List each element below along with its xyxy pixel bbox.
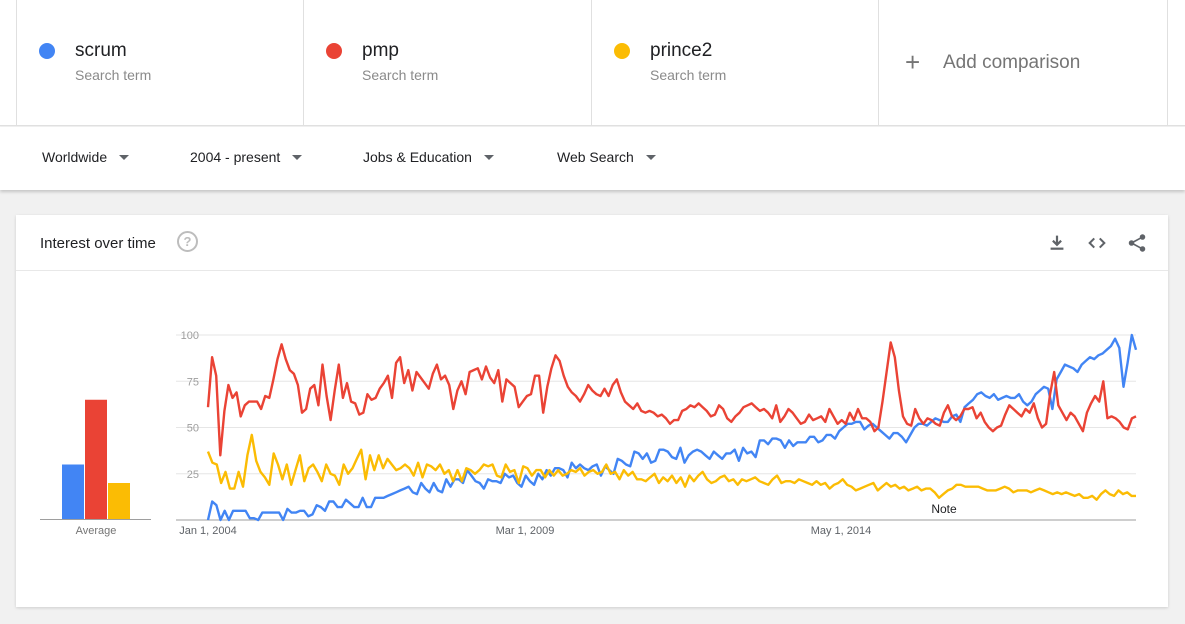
add-comparison-button[interactable]: + Add comparison xyxy=(878,0,1168,126)
region-dropdown[interactable]: Worldwide xyxy=(42,149,130,165)
compare-bar: scrum Search term pmp Search term prince… xyxy=(0,0,1185,126)
term-name: scrum xyxy=(75,40,127,61)
y-tick-label: 50 xyxy=(187,423,199,435)
interest-over-time-card: Interest over time ? 100 75 50 25 Average J… xyxy=(16,215,1168,607)
add-comparison-label: Add comparison xyxy=(943,52,1081,73)
interest-chart: 100 75 50 25 Average Jan 1, 2004 Mar 1, 2009… xyxy=(40,330,1138,537)
series-line-scrum[interactable] xyxy=(206,333,1138,522)
plus-icon: + xyxy=(905,47,921,77)
search-type-label: Web Search xyxy=(557,149,634,165)
time-range-dropdown[interactable]: 2004 - present xyxy=(190,149,303,165)
x-tick-label: May 1, 2014 xyxy=(811,525,872,537)
card-header: Interest over time ? xyxy=(16,215,1168,271)
term-card-scrum[interactable]: scrum Search term xyxy=(16,0,304,126)
scrum-color-dot xyxy=(39,43,55,59)
embed-icon[interactable] xyxy=(1086,232,1108,254)
average-bar-scrum[interactable] xyxy=(62,464,84,521)
time-range-label: 2004 - present xyxy=(190,149,281,165)
average-bars xyxy=(62,399,130,521)
term-card-pmp[interactable]: pmp Search term xyxy=(303,0,591,126)
chevron-down-icon xyxy=(292,154,303,160)
y-tick-label: 75 xyxy=(187,376,199,388)
share-icon[interactable] xyxy=(1126,232,1148,254)
download-icon[interactable] xyxy=(1046,232,1068,254)
x-tick-label: Mar 1, 2009 xyxy=(496,525,555,537)
help-icon[interactable]: ? xyxy=(177,231,198,252)
chevron-down-icon xyxy=(483,154,494,160)
chart-grid: 100 75 50 25 xyxy=(176,330,1136,521)
average-bar-prince2[interactable] xyxy=(108,483,130,520)
series-line-pmp[interactable] xyxy=(206,341,1137,457)
category-label: Jobs & Education xyxy=(363,149,472,165)
series-lines xyxy=(206,333,1138,522)
region-label: Worldwide xyxy=(42,149,108,165)
term-card-prince2[interactable]: prince2 Search term xyxy=(591,0,879,126)
pmp-color-dot xyxy=(326,43,342,59)
y-tick-label: 100 xyxy=(181,330,199,342)
series-line-prince2[interactable] xyxy=(206,433,1136,501)
average-label: Average xyxy=(76,525,117,537)
search-type-dropdown[interactable]: Web Search xyxy=(557,149,656,165)
note-annotation[interactable]: Note xyxy=(931,502,957,516)
x-axis-labels: Jan 1, 2004 Mar 1, 2009 May 1, 2014 xyxy=(179,525,871,537)
x-tick-label: Jan 1, 2004 xyxy=(179,525,237,537)
term-name: pmp xyxy=(362,40,399,61)
term-name: prince2 xyxy=(650,40,713,61)
term-type: Search term xyxy=(650,67,727,83)
term-type: Search term xyxy=(362,67,439,83)
y-tick-label: 25 xyxy=(187,469,199,481)
filter-bar: Worldwide 2004 - present Jobs & Educatio… xyxy=(0,127,1185,190)
prince2-color-dot xyxy=(614,43,630,59)
average-bar-pmp[interactable] xyxy=(85,399,107,520)
term-type: Search term xyxy=(75,67,152,83)
card-title: Interest over time xyxy=(40,235,156,252)
chevron-down-icon xyxy=(119,154,130,160)
chevron-down-icon xyxy=(645,154,656,160)
category-dropdown[interactable]: Jobs & Education xyxy=(363,149,494,165)
